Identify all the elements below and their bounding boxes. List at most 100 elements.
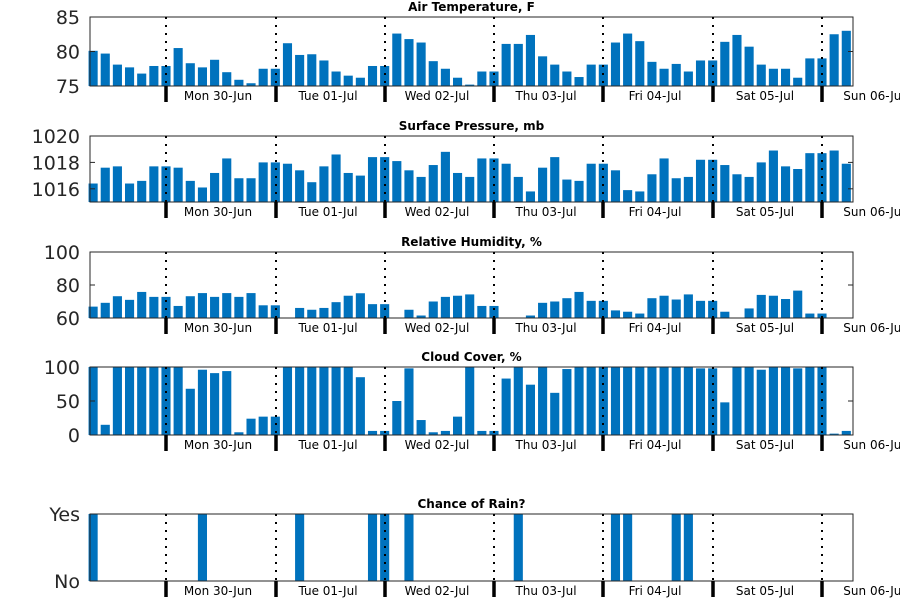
panel-title: Air Temperature, F [408,0,535,14]
bar [453,77,463,86]
bar [720,165,730,202]
bar [720,41,730,86]
bar [392,33,402,86]
bar [538,167,548,202]
x-tick-label: Tue 01-Jul [297,205,357,219]
bar [805,153,815,202]
bar [416,42,426,86]
bar [440,68,450,86]
bar [635,41,645,86]
bar [635,191,645,202]
x-tick-label: Fri 04-Jul [629,321,682,335]
bar [88,183,98,202]
y-tick-label: Yes [48,504,80,526]
bar [610,514,621,581]
bar [805,58,815,86]
bar [404,309,414,318]
panel-title: Relative Humidity, % [401,235,542,249]
bar [586,163,596,202]
bar [210,59,220,86]
bar [319,60,329,86]
bar [137,367,147,435]
bar [125,367,135,435]
bar [671,178,681,202]
bar [659,158,669,202]
bar [367,514,378,581]
bar [88,306,98,318]
bar [453,172,463,202]
x-tick-label: Wed 02-Jul [405,584,470,598]
bar [137,291,147,318]
bar [513,176,523,202]
x-tick-label: Sun 06-Jul [843,584,900,598]
bar [173,367,183,435]
bar [282,163,293,202]
panel-title: Cloud Cover, % [421,350,521,364]
x-tick-label: Fri 04-Jul [629,89,682,103]
bar [550,157,560,202]
y-tick-label: 100 [44,242,80,264]
bar [343,75,353,86]
bar [234,178,244,202]
bar [258,416,268,435]
bar [307,309,317,318]
bar [647,61,657,86]
y-tick-label: 80 [56,42,80,64]
x-tick-label: Sun 06-Jul [843,438,900,452]
bar [112,166,122,202]
bar [829,433,839,435]
bar [574,77,584,86]
bar [695,159,706,202]
bar [173,305,183,318]
panel-2: Surface Pressure, mb 1016 1018 1020 Mon 30-J… [32,119,900,219]
bar [477,430,487,435]
bar [525,315,535,318]
bar [610,367,621,435]
bar [817,313,827,318]
bar [88,50,98,86]
bar [270,416,280,435]
bar [574,367,584,435]
bar [173,48,183,86]
bar [562,71,572,86]
bar [732,34,742,86]
bar [489,305,499,318]
bar [282,43,293,86]
x-tick-label: Sat 05-Jul [736,89,794,103]
bar [793,290,803,318]
bar [440,430,450,435]
bar [112,64,122,86]
bar [550,392,560,435]
bar [659,295,669,318]
bar [841,163,851,202]
y-tick-label: 0 [68,425,80,447]
panel-1: Air Temperature, F 75 80 85 Mon 30-Jun Tue 01… [56,0,900,103]
bar [744,308,754,318]
y-tick-label: 1020 [32,126,80,148]
bar [805,313,815,318]
bar [586,64,596,86]
x-tick-label: Tue 01-Jul [297,321,357,335]
bar [841,430,851,435]
bar [538,367,548,435]
bar [562,298,572,318]
bar [732,174,742,202]
bar [525,34,535,86]
bar [623,367,633,435]
bar [343,367,353,435]
bar [659,367,669,435]
bar [197,187,207,202]
x-tick-label: Fri 04-Jul [629,584,682,598]
bar [88,514,98,581]
bar [453,416,463,435]
bar [440,151,450,202]
bar [295,367,305,435]
x-tick-label: Fri 04-Jul [629,205,682,219]
bar [125,299,135,318]
bar [380,157,390,202]
bar [222,293,232,318]
bar [185,296,195,318]
x-tick-label: Wed 02-Jul [405,321,470,335]
bar [501,43,511,86]
bar [513,514,523,581]
